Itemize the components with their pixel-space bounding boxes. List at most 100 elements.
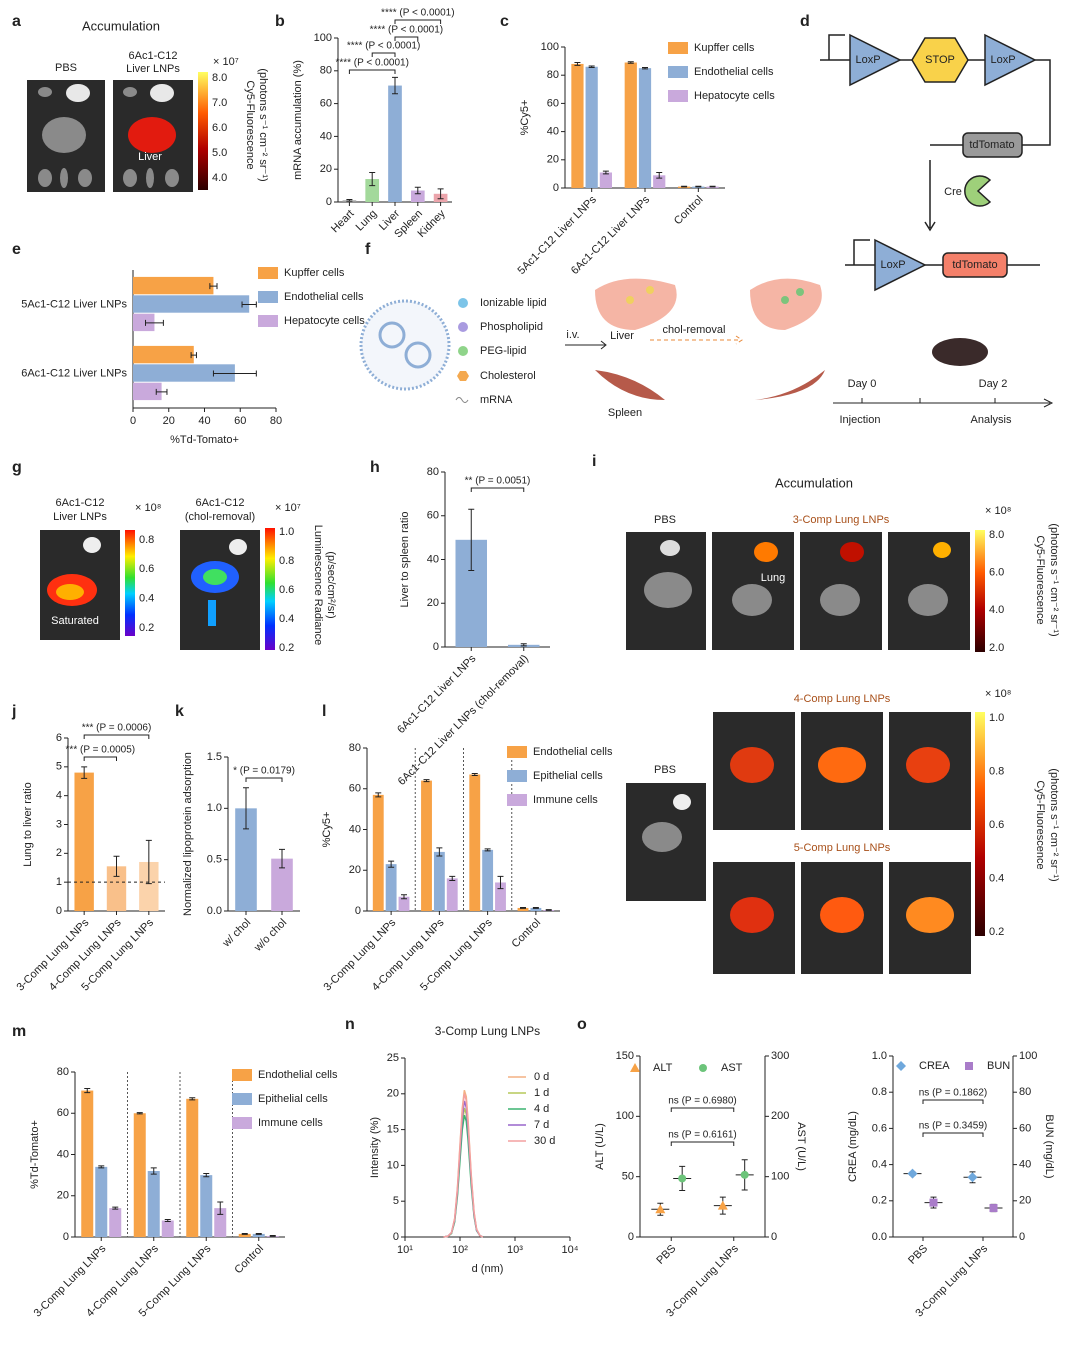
- legend-label: 1 d: [534, 1087, 549, 1099]
- legend-label: Kupffer cells: [284, 267, 345, 279]
- x-category-label: Control: [672, 194, 706, 228]
- error-bar: [217, 1201, 224, 1215]
- panel-d-text: LoxP STOP LoxP tdTomato Cre LoxP tdTomat…: [855, 54, 1015, 271]
- y2-tick-label: 20: [1019, 1195, 1031, 1207]
- error-bar: [145, 839, 152, 885]
- legend-label: Endothelial cells: [694, 66, 774, 78]
- lnp-core: [378, 321, 406, 349]
- x-category-label: PBS: [654, 1243, 678, 1267]
- organ: [203, 569, 227, 585]
- y-axis-label: %Cy5+: [321, 812, 333, 848]
- bar: [398, 896, 410, 911]
- organ: [820, 897, 864, 933]
- error-bar: [150, 1167, 157, 1175]
- image-label: 6Ac1-C12: [196, 497, 245, 509]
- point: [699, 1064, 707, 1072]
- y-tick-label: 0.4: [872, 1159, 887, 1171]
- point: [967, 1172, 978, 1183]
- error-bar: [392, 76, 398, 95]
- y-tick-label: 20: [349, 864, 361, 876]
- organ: [78, 169, 92, 187]
- organ: [38, 87, 52, 97]
- organ: [660, 540, 680, 556]
- legend-label: Endothelial cells: [258, 1069, 338, 1081]
- y-tick-label: 20: [57, 1190, 69, 1202]
- legend-swatch: [507, 770, 527, 782]
- organ: [644, 572, 692, 608]
- error-bar: [145, 319, 164, 326]
- arrow: [650, 335, 743, 345]
- legend-label: Cholesterol: [480, 370, 536, 382]
- x-category-label: w/o chol: [251, 917, 289, 955]
- tdtomato-box: [962, 132, 1023, 158]
- bar: [446, 878, 458, 911]
- scale-title: Luminescence Radiance: [312, 525, 324, 645]
- y2-tick-label: 80: [1019, 1086, 1031, 1098]
- y-axis-label: %Cy5+: [519, 100, 531, 136]
- loxp: [984, 33, 1037, 87]
- colorbar-tick: 4.0: [212, 172, 227, 184]
- bar: [433, 851, 445, 911]
- legend-label: ALT: [653, 1062, 673, 1074]
- error-bar: [255, 1232, 262, 1235]
- panel-f: Ionizable lipid Phospholipid PEG-lipid C…: [359, 278, 1054, 426]
- scale-title: Cy5-Fluorescence: [1034, 780, 1046, 869]
- legend-swatch: [668, 66, 688, 78]
- colorbar-tick: 0.4: [279, 613, 294, 625]
- y-axis-label: mRNA accumulation (%): [292, 60, 304, 180]
- annotation: *** (P = 0.0005): [66, 745, 136, 756]
- annotation: ns (P = 0.6161): [668, 1130, 736, 1141]
- error-bar: [190, 352, 197, 359]
- y-axis-label: %Td-Tomato+: [29, 1120, 41, 1189]
- legend-swatch: [258, 315, 278, 327]
- organ: [730, 747, 774, 783]
- colorbar-tick: 0.8: [279, 555, 294, 567]
- image-label: PBS: [55, 62, 77, 74]
- scale-title: Cy5-Fluorescence: [244, 80, 256, 169]
- spleen: [595, 370, 665, 400]
- legend-label: Kupffer cells: [694, 42, 755, 54]
- label: LoxP: [855, 54, 880, 66]
- panel-label: e: [12, 241, 21, 258]
- label: LoxP: [990, 54, 1015, 66]
- label: Day 0: [848, 378, 877, 390]
- error-bar: [627, 61, 634, 64]
- point: [965, 1062, 973, 1070]
- point: [630, 1063, 640, 1072]
- x-tick-label: 80: [270, 415, 282, 427]
- annotation: **** (P < 0.0001): [347, 41, 420, 52]
- promoter: [845, 239, 875, 266]
- legend-swatch: [258, 291, 278, 303]
- bar: [638, 68, 652, 188]
- y-tick-label: 80: [57, 1066, 69, 1078]
- y2-axis-label: AST (U/L): [795, 1122, 807, 1171]
- bar: [421, 780, 432, 911]
- panel-label: n: [345, 1016, 355, 1033]
- organ: [840, 542, 864, 562]
- spleen: [755, 370, 825, 400]
- organ: [56, 584, 84, 600]
- colorbar-tick: 6.0: [212, 122, 227, 134]
- connector: [1022, 59, 1051, 146]
- panel-a: Accumulation PBS 6Ac1-C12 Liver LNPs Liv…: [27, 18, 269, 192]
- label: i.v.: [566, 329, 579, 341]
- y2-tick-label: 60: [1019, 1122, 1031, 1134]
- legend-label: CREA: [919, 1060, 950, 1072]
- stop: [911, 37, 969, 83]
- colorbar-tick: 0.6: [989, 819, 1004, 831]
- error-bar: [369, 171, 376, 187]
- icon: [458, 298, 468, 308]
- y-axis-label: Lung to liver ratio: [22, 782, 34, 866]
- bar: [109, 1208, 122, 1237]
- colorbar-tick: 8.0: [212, 72, 227, 84]
- legend-swatch: [232, 1117, 252, 1129]
- x-category-label: w/ chol: [220, 917, 253, 950]
- bar: [599, 172, 612, 188]
- bracket: [394, 19, 442, 24]
- bracket: [670, 1107, 735, 1112]
- point: [678, 1174, 687, 1183]
- y-tick-label: 100: [541, 41, 559, 53]
- x-axis-label: d (nm): [472, 1263, 504, 1275]
- y-tick-label: 100: [616, 1110, 634, 1122]
- mouse: [932, 338, 988, 366]
